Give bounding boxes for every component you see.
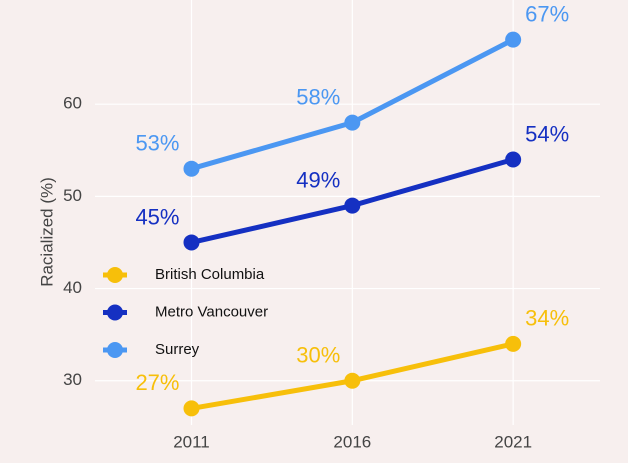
value-label: 67% xyxy=(525,1,569,26)
y-tick-label: 50 xyxy=(63,186,82,205)
x-tick-label: 2011 xyxy=(173,432,210,451)
point xyxy=(344,372,361,389)
legend-swatch xyxy=(107,304,123,321)
y-tick-label: 40 xyxy=(63,278,82,297)
value-label: 34% xyxy=(525,306,569,331)
legend-swatch xyxy=(107,342,123,358)
y-tick-label: 60 xyxy=(63,94,82,113)
legend-label: Surrey xyxy=(155,341,200,358)
value-label: 49% xyxy=(296,167,340,192)
x-tick-label: 2016 xyxy=(333,432,371,451)
value-label: 53% xyxy=(135,131,179,156)
legend-label: Metro Vancouver xyxy=(155,303,268,320)
point xyxy=(344,197,361,214)
point xyxy=(183,234,200,251)
y-tick-label: 30 xyxy=(63,370,82,389)
value-label: 30% xyxy=(296,343,340,368)
point xyxy=(505,31,522,48)
point xyxy=(183,160,200,177)
legend-label: British Columbia xyxy=(155,266,265,283)
value-label: 27% xyxy=(135,370,179,395)
value-label: 58% xyxy=(296,84,340,109)
x-tick-label: 2021 xyxy=(494,432,532,451)
point xyxy=(505,335,522,352)
point xyxy=(183,400,200,417)
value-label: 54% xyxy=(525,121,569,146)
legend-swatch xyxy=(107,267,123,283)
value-label: 45% xyxy=(135,204,179,229)
point xyxy=(344,114,361,131)
y-axis-title: Racialized (%) xyxy=(37,177,56,287)
point xyxy=(505,151,522,168)
